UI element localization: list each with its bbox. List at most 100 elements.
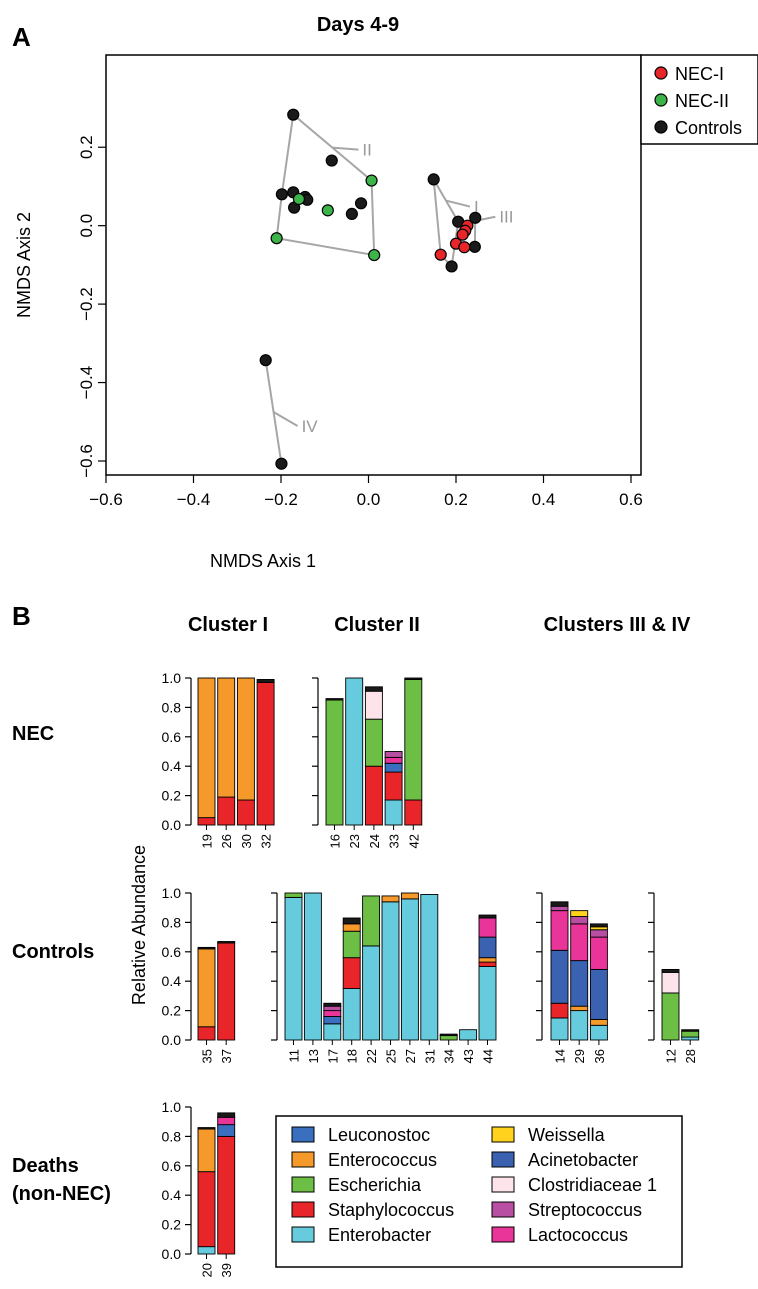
bar-segment-lactococcus <box>550 910 569 951</box>
bar-segment-other <box>404 677 423 680</box>
bar-segment-other <box>256 679 275 683</box>
bar-y-tick-label: 1.0 <box>162 885 182 901</box>
x-tick-label: −0.6 <box>89 490 123 509</box>
row-label-nec: NEC <box>12 723 54 745</box>
bar-segment-enterobacter <box>384 799 403 826</box>
bar-y-tick-label: 0.2 <box>162 1003 182 1019</box>
legend-label-nec-i: NEC-I <box>675 64 724 84</box>
bar-group-controls-cluster-ii: 11 13 17 18 22 25 27 31 34 43 44 <box>271 892 497 1063</box>
point-controls <box>325 154 338 167</box>
bar-segment-other <box>661 968 680 973</box>
bar-segment-escherichia <box>364 718 383 767</box>
point-nec-ii <box>321 204 334 217</box>
bar-segment-acinetobacter <box>589 968 608 1020</box>
y-tick-label: 0.0 <box>77 214 96 238</box>
legend-marker-nec-ii <box>654 93 668 107</box>
bar-segment-leuconostoc <box>323 1016 342 1025</box>
bar-y-tick-label: 0.8 <box>162 914 182 930</box>
x-tick-label: −0.4 <box>177 490 211 509</box>
bar-segment-other <box>550 901 569 907</box>
bar-y-tick-label: 1.0 <box>162 670 182 686</box>
bar-segment-streptococcus <box>550 905 569 912</box>
bar-sample-label: 17 <box>325 1049 340 1063</box>
point-nec-ii <box>292 192 306 206</box>
bar-segment-enterobacter <box>345 677 364 826</box>
relative-abundance-label: Relative Abundance <box>129 845 149 1005</box>
legend-swatch-staphylococcus <box>291 1201 315 1218</box>
bar-sample-label: 24 <box>367 834 382 848</box>
bar-sample-label: 27 <box>403 1049 418 1063</box>
bar-segment-other <box>681 1029 700 1032</box>
legend-swatch-enterobacter <box>291 1226 315 1243</box>
bar-sample-label: 28 <box>683 1049 698 1063</box>
bar-segment-other <box>364 686 383 692</box>
point-nec-ii <box>270 232 283 245</box>
bar-segment-enterobacter <box>284 896 303 1041</box>
bar-segment-enterococcus <box>400 892 419 900</box>
legend-label-leuconostoc: Leuconostoc <box>328 1125 430 1145</box>
bar-group-nec-cluster-ii: 16 23 24 33 42 <box>312 677 423 848</box>
bar-sample-label: 33 <box>387 834 402 848</box>
point-nec-ii <box>368 248 381 262</box>
cluster-title-iii-iv: Clusters III & IV <box>544 614 691 636</box>
bar-segment-other <box>197 946 216 950</box>
legend-swatch-leuconostoc <box>291 1126 315 1143</box>
bar-sample-label: 31 <box>422 1049 437 1063</box>
hull-label-iv: IV <box>302 417 319 436</box>
legend-swatch-enterococcus <box>291 1151 315 1168</box>
bar-sample-label: 20 <box>200 1263 215 1277</box>
bar-segment-lactococcus <box>589 936 608 970</box>
bar-segment-staphylococcus <box>217 796 236 826</box>
bar-y-tick-label: 0.0 <box>162 1032 182 1048</box>
bar-segment-other <box>323 1002 342 1007</box>
bar-segment-staphylococcus <box>197 1171 216 1248</box>
y-tick-label: −0.6 <box>77 444 96 478</box>
y-tick-label: 0.2 <box>77 135 96 159</box>
cluster-hull-ii <box>275 112 376 257</box>
y-tick-label: −0.2 <box>77 287 96 321</box>
bar-segment-enterobacter <box>400 898 419 1041</box>
bar-segment-escherichia <box>661 992 680 1041</box>
legend-marker-nec-i <box>654 66 668 80</box>
point-controls <box>259 354 272 367</box>
hull-leader-i <box>445 199 471 208</box>
bar-segment-staphylococcus <box>550 1002 569 1019</box>
x-tick-label: 0.0 <box>357 490 381 509</box>
bar-sample-label: 44 <box>481 1049 496 1063</box>
bar-y-tick-label: 0.2 <box>162 788 182 804</box>
bar-segment-escherichia <box>325 699 344 826</box>
bar-segment-other <box>217 941 236 944</box>
bar-segment-staphylococcus <box>236 799 255 826</box>
hull-leader-ii <box>332 146 359 151</box>
legend-label-weissella: Weissella <box>528 1125 606 1145</box>
legend-label-clostridiaceae-1: Clostridiaceae 1 <box>528 1175 657 1195</box>
bar-y-tick-label: 0.4 <box>162 973 182 989</box>
bar-segment-clostridiaceae-1 <box>364 690 383 720</box>
bar-segment-staphylococcus <box>342 957 361 989</box>
hull-label-iii: III <box>499 208 513 227</box>
genus-legend: Leuconostoc Weissella Enterococcus Acinetob… <box>275 1115 683 1268</box>
legend-label-streptococcus: Streptococcus <box>528 1200 642 1220</box>
x-tick-label: 0.6 <box>619 490 643 509</box>
bar-segment-enterococcus <box>570 1005 589 1012</box>
bar-group-controls-cluster-iv: 12 28 <box>648 892 700 1063</box>
legend-marker-controls <box>654 120 668 134</box>
genus-legend-box <box>275 1115 683 1268</box>
bar-sample-label: 36 <box>592 1049 607 1063</box>
bar-sample-label: 22 <box>364 1049 379 1063</box>
bar-sample-label: 29 <box>572 1049 587 1063</box>
point-controls <box>275 457 288 470</box>
bar-segment-enterococcus <box>236 677 255 801</box>
bar-segment-enterococcus <box>478 957 497 963</box>
bar-y-tick-label: 0.8 <box>162 699 182 715</box>
stacked-bar-groups: 0.00.20.40.60.81.019 26 30 32 16 23 24 33 420.00… <box>162 670 700 1277</box>
bar-segment-escherichia <box>404 679 423 801</box>
bar-segment-staphylococcus <box>217 942 236 1041</box>
legend-label-enterococcus: Enterococcus <box>328 1150 437 1170</box>
x-tick-label: 0.4 <box>532 490 556 509</box>
point-nec-i <box>458 241 471 254</box>
bar-segment-streptococcus <box>589 929 608 938</box>
row-label-controls: Controls <box>12 941 94 963</box>
bar-sample-label: 14 <box>553 1049 568 1063</box>
